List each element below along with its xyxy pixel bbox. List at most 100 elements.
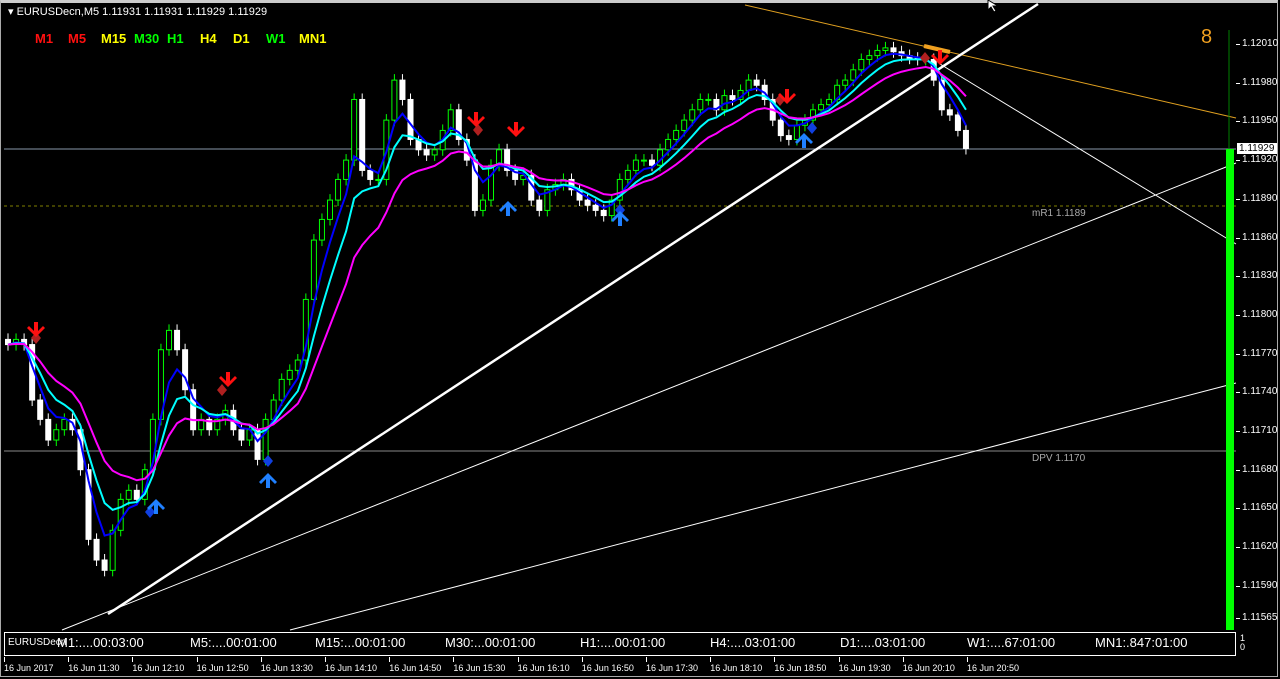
sell-arrow-icon [778, 89, 796, 104]
candle [745, 79, 752, 91]
time-tick: 16 Jun 12:50 [196, 663, 249, 673]
timer-6: D1:....03:01:00 [840, 635, 926, 650]
time-tick: 16 Jun 16:10 [517, 663, 570, 673]
dpv-level-label: DPV 1.1170 [1032, 453, 1086, 464]
candle [665, 138, 672, 151]
candle [810, 109, 816, 121]
candle [85, 469, 92, 540]
buy-diamond-icon [145, 506, 155, 518]
price-tick: 1.11770 [1242, 347, 1278, 359]
candle [101, 559, 108, 571]
candle [793, 124, 800, 140]
candle [278, 378, 285, 401]
price-tick: 1.11950 [1242, 115, 1278, 127]
timeframe-h1[interactable]: H1 [167, 31, 184, 46]
candle [850, 69, 857, 81]
candle [174, 329, 181, 351]
time-tick: 16 Jun 14:50 [389, 663, 442, 673]
candle [117, 498, 124, 531]
timeframe-m30[interactable]: M30 [134, 31, 160, 46]
candle [367, 169, 374, 180]
candle [689, 109, 696, 121]
price-tick: 1.11920 [1242, 154, 1278, 166]
price-tick: 1.11890 [1242, 192, 1278, 204]
candle [608, 199, 615, 217]
trendline-down[interactable] [939, 63, 1237, 245]
candle [592, 204, 599, 211]
timeframe-m15[interactable]: M15 [101, 31, 127, 46]
candle [125, 489, 132, 500]
timeframe-m1[interactable]: M1 [35, 31, 54, 46]
timer-2: M15:...00:01:00 [315, 635, 406, 650]
time-tick: 16 Jun 18:10 [710, 663, 763, 673]
triangle-down-icon[interactable]: ▾ [8, 6, 17, 18]
candle [399, 79, 406, 100]
buy-arrow-icon [611, 211, 629, 226]
moving-average-0 [7, 52, 967, 537]
candle [954, 114, 961, 131]
buy-diamond-icon [263, 455, 273, 467]
candle [890, 47, 897, 53]
timeframe-d1[interactable]: D1 [233, 31, 250, 46]
mr1-level-label: mR1 1.1189 [1032, 208, 1086, 219]
trendline-orange[interactable] [744, 4, 1237, 119]
price-tick: 1.11710 [1242, 425, 1278, 436]
sell-diamond-icon [920, 52, 930, 64]
timer-7: W1:....67:01:00 [967, 635, 1056, 650]
timer-1: M5:....00:01:00 [190, 635, 277, 650]
trendline-main[interactable] [107, 2, 1039, 616]
buy-arrow-icon [795, 133, 813, 148]
timer-5: H4:....03:01:00 [710, 635, 796, 650]
timeframe-w1[interactable]: W1 [266, 31, 286, 46]
time-tick: 16 Jun 11:30 [68, 663, 120, 673]
candle [544, 189, 551, 211]
timeframe-m5[interactable]: M5 [68, 31, 87, 46]
candle [310, 239, 317, 300]
chart-title[interactable]: ▾ EURUSDecn,M5 1.11931 1.11931 1.11929 1… [8, 6, 268, 18]
candle [431, 149, 438, 156]
candle [206, 418, 213, 431]
time-tick: 16 Jun 16:50 [581, 663, 634, 673]
time-tick: 16 Jun 19:30 [838, 663, 891, 673]
candle [214, 418, 221, 431]
candle [874, 49, 881, 57]
time-tick: 16 Jun 15:30 [453, 663, 506, 673]
candle [632, 159, 639, 171]
buy-arrow-icon [499, 201, 517, 216]
candle [697, 98, 704, 111]
timeframe-mn1[interactable]: MN1 [299, 31, 327, 46]
time-tick: 16 Jun 20:50 [967, 663, 1020, 673]
candle [777, 119, 784, 137]
candle [785, 135, 792, 140]
bid-price-label: 1.11929 [1237, 143, 1277, 154]
price-tick: 1.11680 [1242, 463, 1278, 475]
candle [753, 79, 760, 86]
candle [882, 47, 889, 51]
channel-line-lower[interactable] [289, 382, 1237, 631]
time-tick: 16 Jun 14:10 [325, 663, 378, 673]
candle [962, 129, 969, 149]
moving-average-2 [7, 66, 967, 482]
price-tick: 1.12010 [1242, 38, 1279, 49]
candle [53, 429, 60, 441]
time-tick: 16 Jun 13:30 [260, 663, 313, 673]
time-tick: 16 Jun 18:50 [774, 663, 827, 673]
channel-line-upper[interactable] [61, 162, 1237, 631]
sell-diamond-icon [31, 332, 41, 344]
price-tick: 1.11740 [1242, 386, 1278, 398]
candle [335, 178, 342, 201]
candle [584, 199, 591, 206]
candle [488, 164, 494, 201]
timeframe-h4[interactable]: H4 [200, 31, 217, 46]
buy-diamond-icon [807, 122, 817, 134]
candle [938, 79, 945, 111]
candle [673, 129, 680, 140]
timer-4: H1:....00:01:00 [580, 635, 666, 650]
candle [455, 109, 462, 140]
time-tick: 16 Jun 20:10 [902, 663, 955, 673]
candle [479, 199, 486, 211]
time-tick: 16 Jun 17:30 [646, 663, 699, 673]
price-tick: 1.11590 [1242, 579, 1278, 591]
candle [512, 169, 519, 180]
